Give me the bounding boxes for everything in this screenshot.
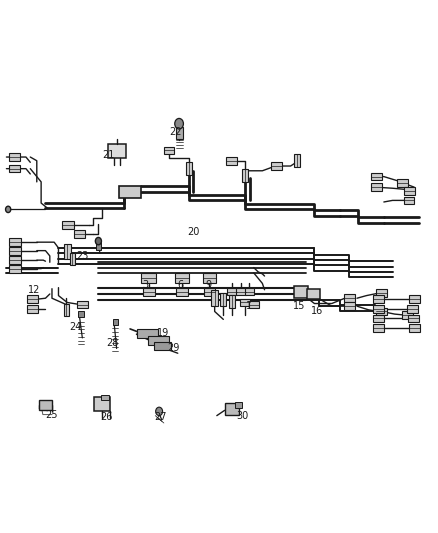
- Bar: [143, 288, 155, 296]
- Text: 6: 6: [177, 280, 183, 290]
- Text: 24: 24: [70, 322, 82, 332]
- Bar: [164, 147, 174, 154]
- Bar: [373, 295, 384, 303]
- Bar: [373, 314, 384, 322]
- Bar: [64, 304, 69, 316]
- Bar: [9, 256, 21, 264]
- Bar: [70, 253, 75, 265]
- Bar: [409, 295, 420, 303]
- Circle shape: [175, 118, 184, 129]
- Text: 30: 30: [237, 410, 249, 421]
- Text: 21: 21: [102, 150, 115, 160]
- Bar: [154, 342, 171, 350]
- Text: 16: 16: [311, 306, 323, 317]
- Bar: [226, 157, 237, 165]
- Bar: [293, 286, 307, 298]
- Bar: [373, 305, 384, 313]
- Bar: [235, 402, 242, 408]
- Text: 15: 15: [293, 301, 305, 311]
- Bar: [344, 302, 355, 310]
- Text: 3: 3: [142, 280, 148, 290]
- Bar: [376, 289, 387, 297]
- Bar: [294, 154, 300, 167]
- Text: 20: 20: [187, 227, 199, 237]
- Circle shape: [155, 407, 162, 416]
- Bar: [175, 273, 189, 283]
- Bar: [403, 197, 414, 204]
- Bar: [137, 329, 158, 338]
- Bar: [236, 288, 246, 295]
- Bar: [27, 305, 38, 313]
- Text: 22: 22: [170, 127, 182, 136]
- Bar: [9, 264, 21, 273]
- Bar: [9, 153, 20, 161]
- Text: 28: 28: [106, 338, 119, 348]
- Bar: [220, 293, 226, 306]
- Bar: [141, 273, 156, 283]
- Bar: [307, 289, 320, 300]
- Bar: [102, 395, 109, 400]
- Bar: [9, 247, 21, 255]
- Bar: [249, 301, 258, 308]
- Bar: [227, 288, 237, 295]
- Bar: [242, 169, 248, 182]
- Bar: [176, 127, 183, 139]
- Bar: [77, 301, 88, 309]
- Text: 19: 19: [156, 328, 169, 337]
- Bar: [74, 230, 85, 238]
- Bar: [96, 240, 101, 250]
- Bar: [39, 400, 53, 410]
- Bar: [240, 299, 250, 306]
- Bar: [344, 294, 355, 302]
- Bar: [148, 336, 169, 345]
- Bar: [113, 319, 118, 325]
- Bar: [409, 324, 420, 332]
- Bar: [406, 305, 417, 313]
- Bar: [78, 311, 84, 317]
- Bar: [404, 187, 415, 195]
- Text: 1: 1: [246, 301, 252, 311]
- Bar: [402, 311, 413, 319]
- Bar: [119, 186, 141, 198]
- Bar: [108, 144, 126, 158]
- Bar: [397, 179, 408, 187]
- Bar: [94, 397, 110, 411]
- Bar: [211, 290, 219, 306]
- Bar: [9, 165, 20, 173]
- Circle shape: [95, 237, 102, 245]
- Bar: [373, 324, 384, 332]
- Bar: [62, 221, 74, 230]
- Text: 12: 12: [28, 285, 41, 295]
- Bar: [225, 403, 240, 415]
- Bar: [27, 295, 38, 303]
- Bar: [203, 273, 216, 283]
- Circle shape: [6, 206, 11, 213]
- Text: 27: 27: [154, 412, 167, 422]
- Bar: [9, 238, 21, 246]
- Bar: [371, 173, 381, 180]
- Bar: [204, 288, 215, 296]
- Bar: [271, 162, 282, 170]
- Text: 29: 29: [167, 343, 180, 353]
- Text: 26: 26: [100, 412, 113, 422]
- Bar: [229, 295, 235, 308]
- Bar: [176, 288, 188, 296]
- Bar: [376, 308, 387, 315]
- Bar: [64, 244, 71, 259]
- Text: 25: 25: [46, 409, 58, 419]
- Bar: [408, 314, 419, 322]
- Text: 9: 9: [205, 280, 211, 290]
- Bar: [244, 288, 254, 295]
- Bar: [186, 162, 192, 175]
- Text: 23: 23: [76, 251, 88, 261]
- Bar: [371, 183, 381, 191]
